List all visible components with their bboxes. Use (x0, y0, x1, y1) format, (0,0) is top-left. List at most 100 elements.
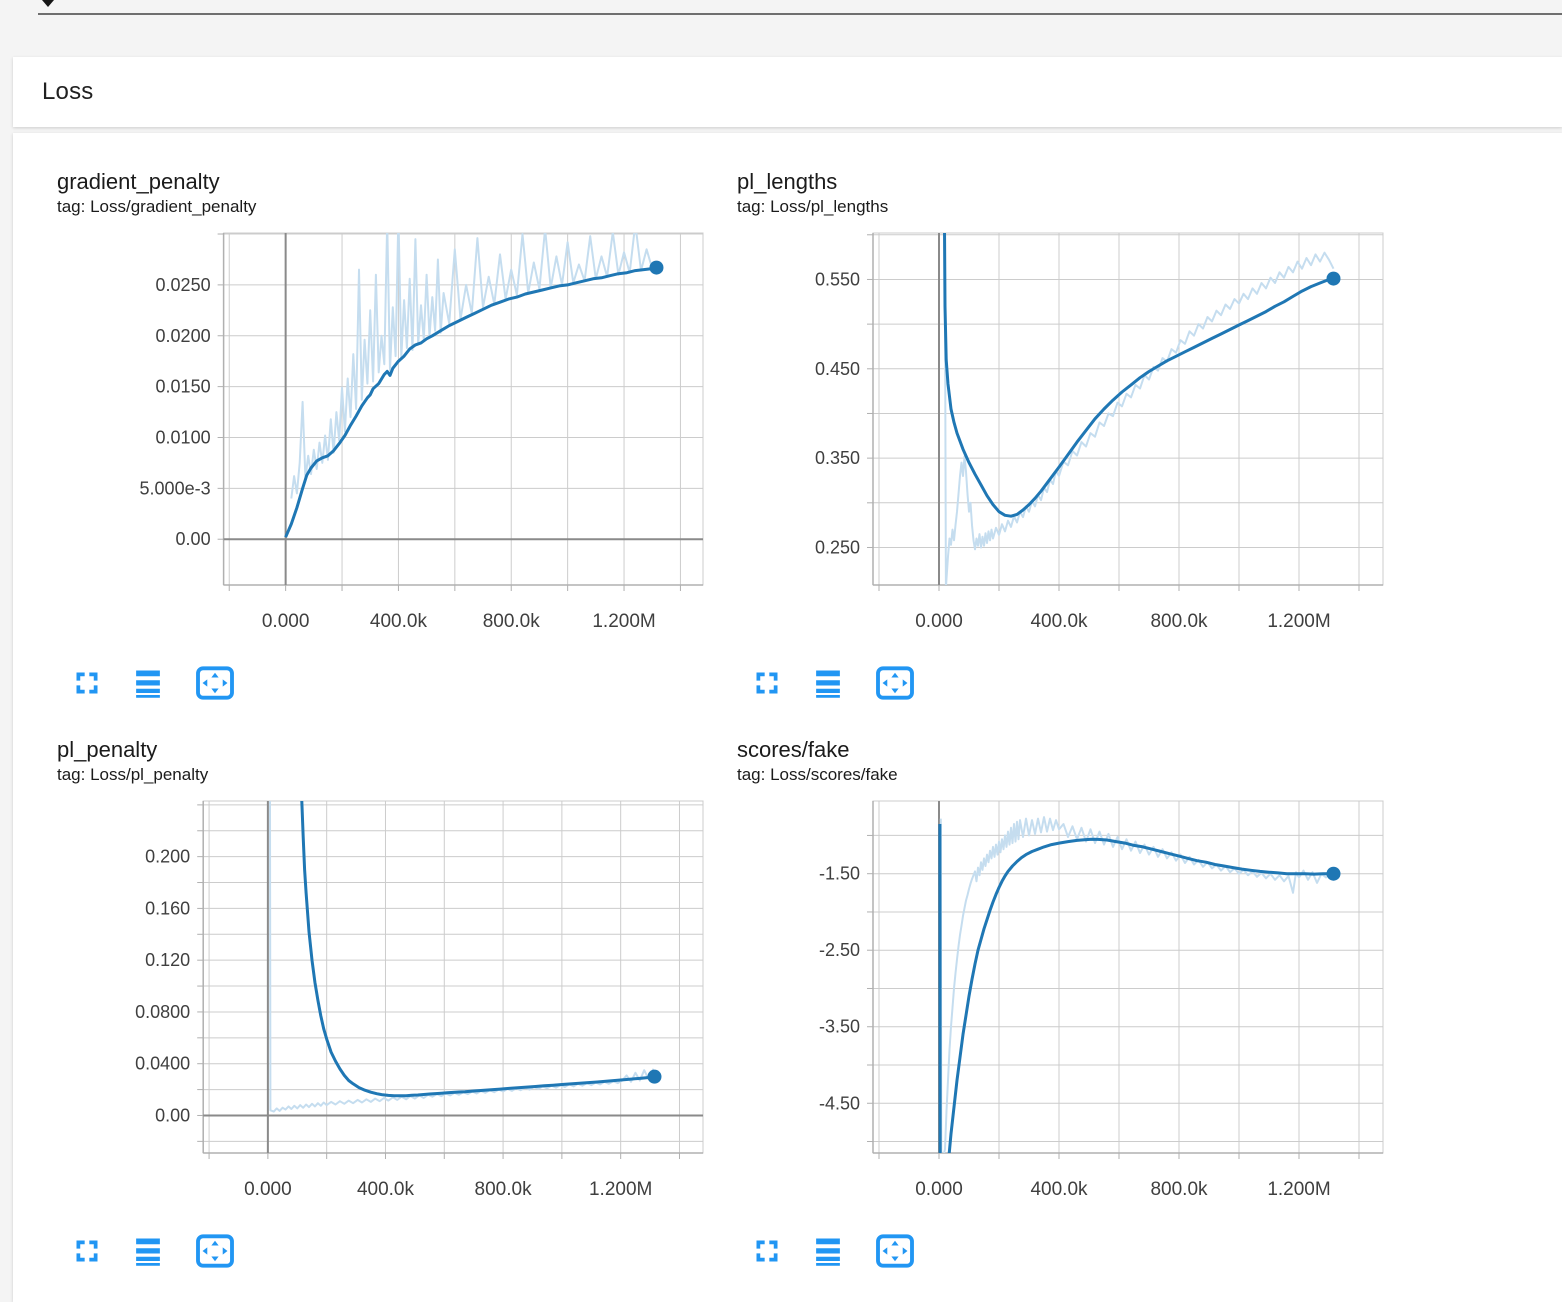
svg-text:0.000: 0.000 (915, 1179, 963, 1200)
chart-tag: tag: Loss/pl_lengths (737, 197, 889, 216)
svg-text:400.0k: 400.0k (357, 1179, 415, 1200)
end-dot (647, 1069, 662, 1084)
svg-text:0.450: 0.450 (815, 359, 860, 379)
collapse-arrow-icon[interactable] (42, 0, 54, 7)
svg-text:5.000e-3: 5.000e-3 (140, 478, 211, 498)
log-scale-icon (816, 670, 840, 698)
svg-text:0.00: 0.00 (176, 529, 211, 549)
svg-text:0.0150: 0.0150 (156, 377, 211, 397)
smoothed-series-path (284, 266, 657, 538)
svg-text:-3.50: -3.50 (819, 1017, 860, 1037)
fit-domain-icon (876, 1234, 914, 1268)
grid (217, 233, 703, 591)
svg-text:0.0800: 0.0800 (135, 1002, 190, 1022)
svg-text:0.160: 0.160 (145, 898, 190, 918)
log-scale-toggle-button[interactable] (813, 1236, 843, 1266)
svg-text:0.200: 0.200 (145, 847, 190, 867)
chart-controls (753, 1233, 1397, 1269)
fit-domain-icon (196, 1234, 234, 1268)
raw-series-path (290, 233, 657, 499)
log-scale-toggle-button[interactable] (133, 668, 163, 698)
axis-labels: 0.000 400.0k 800.0k 1.200M 0.250 0.350 0.450 0.… (815, 269, 1331, 632)
scalar-line-chart[interactable]: 0.000 400.0k 800.0k 1.200M 0.00 0.0400 0.0800 0… (57, 795, 717, 1225)
chart-tag: tag: Loss/gradient_penalty (57, 197, 257, 216)
smoothed-series-path (300, 801, 655, 1098)
end-dot (1326, 271, 1341, 286)
scalar-line-chart[interactable]: 0.000 400.0k 800.0k 1.200M 0.00 5.000e-3 0.010… (57, 227, 717, 657)
svg-text:0.350: 0.350 (815, 448, 860, 468)
raw-series-path (939, 816, 1335, 1153)
svg-text:-2.50: -2.50 (819, 940, 860, 960)
svg-text:-1.50: -1.50 (819, 864, 860, 884)
log-scale-toggle-button[interactable] (133, 1236, 163, 1266)
grid (867, 801, 1383, 1159)
category-header-loss[interactable]: Loss (13, 57, 1562, 127)
chart-title: pl_lengths (737, 169, 838, 194)
svg-text:-4.50: -4.50 (819, 1093, 860, 1113)
chart-title: gradient_penalty (57, 169, 220, 194)
log-scale-icon (136, 1238, 160, 1266)
svg-text:800.0k: 800.0k (1150, 1179, 1208, 1200)
expand-chart-button[interactable] (753, 1237, 781, 1265)
chart-card: pl_lengths tag: Loss/pl_lengths 0.000 400… (737, 169, 1397, 701)
fit-domain-button[interactable] (195, 1234, 235, 1268)
svg-text:1.200M: 1.200M (592, 611, 655, 632)
axis-labels: 0.000 400.0k 800.0k 1.200M 0.00 0.0400 0.0800 0… (135, 847, 652, 1200)
chart-controls (73, 665, 717, 701)
svg-text:800.0k: 800.0k (483, 611, 541, 632)
svg-text:0.120: 0.120 (145, 950, 190, 970)
fullscreen-icon (756, 1240, 778, 1262)
svg-text:0.250: 0.250 (815, 537, 860, 557)
loss-category-card: gradient_penalty tag: Loss/gradient_pena… (13, 133, 1562, 1302)
svg-text:0.000: 0.000 (915, 611, 963, 632)
fullscreen-icon (76, 1240, 98, 1262)
chart-tag: tag: Loss/pl_penalty (57, 765, 209, 784)
end-dot (649, 260, 664, 275)
chart-title: pl_penalty (57, 737, 158, 762)
fit-domain-button[interactable] (195, 666, 235, 700)
chart-card: scores/fake tag: Loss/scores/fake 0.000 4… (737, 737, 1397, 1269)
svg-text:1.200M: 1.200M (1267, 611, 1330, 632)
chart-controls (753, 665, 1397, 701)
svg-text:1.200M: 1.200M (1267, 1179, 1330, 1200)
fit-domain-button[interactable] (875, 666, 915, 700)
expand-chart-button[interactable] (753, 669, 781, 697)
chart-title: scores/fake (737, 737, 850, 762)
svg-text:0.0250: 0.0250 (156, 275, 211, 295)
section-divider (38, 13, 1562, 15)
axis-labels: 0.000 400.0k 800.0k 1.200M -1.50 -2.50 -3.50 -4… (819, 864, 1331, 1200)
end-dot (1326, 866, 1341, 881)
smoothed-series-path (938, 823, 1334, 1153)
grid (197, 801, 703, 1159)
svg-text:0.0200: 0.0200 (156, 326, 211, 346)
log-scale-icon (816, 1238, 840, 1266)
chart-controls (73, 1233, 717, 1269)
fit-domain-icon (876, 666, 914, 700)
scalar-line-chart[interactable]: 0.000 400.0k 800.0k 1.200M 0.250 0.350 0.450 0.… (737, 227, 1397, 657)
chart-card: pl_penalty tag: Loss/pl_penalty 0.000 400… (57, 737, 717, 1269)
svg-text:1.200M: 1.200M (589, 1179, 652, 1200)
smoothed-series-path (943, 233, 1334, 518)
expand-chart-button[interactable] (73, 1237, 101, 1265)
svg-text:800.0k: 800.0k (1150, 611, 1208, 632)
log-scale-toggle-button[interactable] (813, 668, 843, 698)
fit-domain-button[interactable] (875, 1234, 915, 1268)
chart-card: gradient_penalty tag: Loss/gradient_pena… (57, 169, 717, 701)
svg-text:400.0k: 400.0k (370, 611, 428, 632)
expand-chart-button[interactable] (73, 669, 101, 697)
fullscreen-icon (756, 672, 778, 694)
svg-text:0.0100: 0.0100 (156, 427, 211, 447)
charts-grid: gradient_penalty tag: Loss/gradient_pena… (13, 133, 1562, 1269)
chart-tag: tag: Loss/scores/fake (737, 765, 898, 784)
log-scale-icon (136, 670, 160, 698)
svg-text:0.000: 0.000 (244, 1179, 292, 1200)
axis-labels: 0.000 400.0k 800.0k 1.200M 0.00 5.000e-3 0.010… (140, 275, 656, 632)
svg-text:0.000: 0.000 (262, 611, 310, 632)
scalar-line-chart[interactable]: 0.000 400.0k 800.0k 1.200M -1.50 -2.50 -3.50 -4… (737, 795, 1397, 1225)
svg-text:0.550: 0.550 (815, 269, 860, 289)
fullscreen-icon (76, 672, 98, 694)
svg-text:400.0k: 400.0k (1030, 611, 1088, 632)
svg-text:800.0k: 800.0k (475, 1179, 533, 1200)
fit-domain-icon (196, 666, 234, 700)
svg-text:0.00: 0.00 (155, 1105, 190, 1125)
